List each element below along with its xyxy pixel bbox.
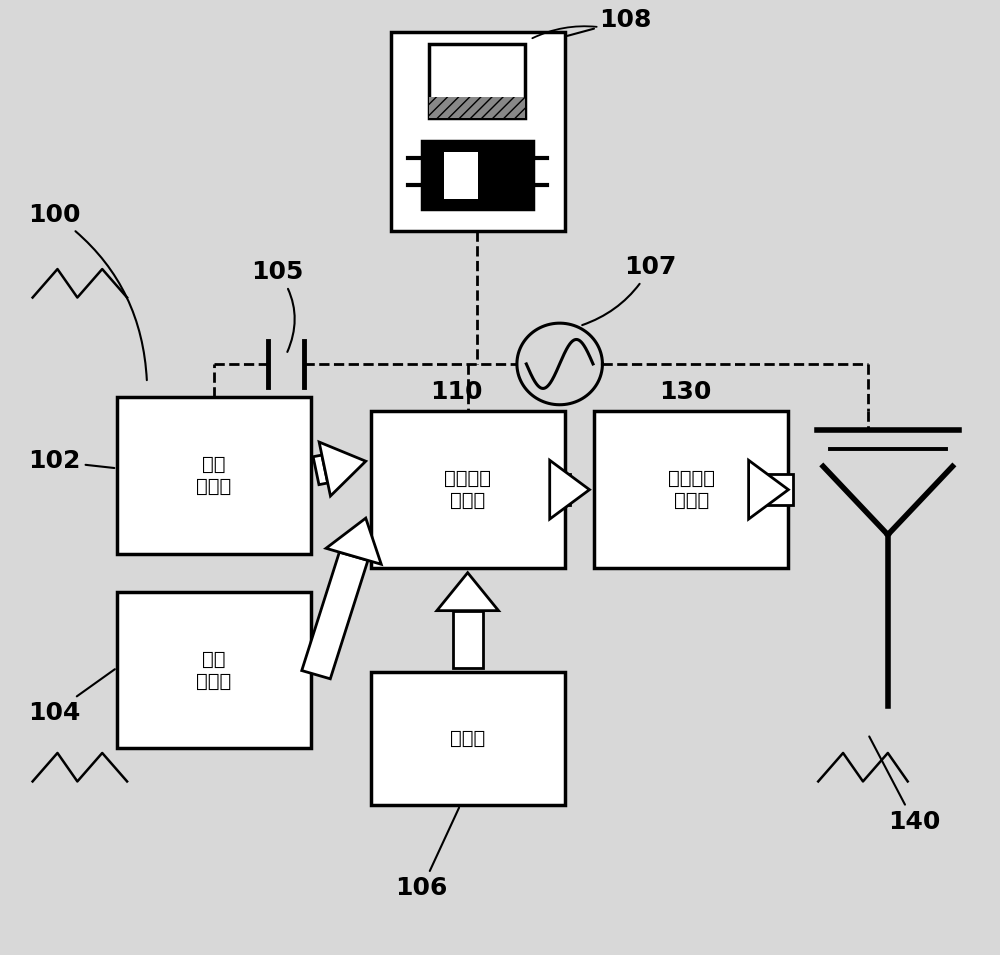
Polygon shape (550, 460, 590, 520)
Text: 140: 140 (869, 736, 940, 834)
Polygon shape (749, 475, 793, 505)
FancyBboxPatch shape (594, 412, 788, 568)
Polygon shape (326, 519, 381, 564)
Polygon shape (550, 475, 570, 505)
Text: 107: 107 (582, 255, 677, 325)
Polygon shape (437, 573, 499, 610)
FancyBboxPatch shape (117, 592, 311, 748)
Polygon shape (749, 460, 788, 520)
Text: 电子捕获
解离室: 电子捕获 解离室 (444, 469, 491, 510)
Bar (429, 96, 525, 117)
Bar (422, 141, 533, 209)
Text: 质子传递
反应室: 质子传递 反应室 (668, 469, 715, 510)
FancyBboxPatch shape (117, 397, 311, 554)
Text: 130: 130 (659, 380, 711, 404)
Bar (429, 44, 525, 117)
Text: 108: 108 (567, 8, 652, 36)
FancyBboxPatch shape (371, 672, 565, 805)
FancyBboxPatch shape (391, 32, 565, 231)
Polygon shape (313, 456, 328, 484)
Text: 100: 100 (28, 202, 147, 380)
Text: 带电
物种源: 带电 物种源 (196, 649, 232, 690)
Text: 104: 104 (28, 669, 115, 725)
Text: 电子源: 电子源 (450, 730, 485, 748)
FancyBboxPatch shape (371, 412, 565, 568)
Text: 样品
离子源: 样品 离子源 (196, 455, 232, 496)
Bar (444, 152, 478, 199)
Text: 110: 110 (430, 380, 483, 404)
Text: 105: 105 (251, 260, 304, 352)
Polygon shape (319, 442, 366, 496)
Polygon shape (453, 610, 483, 668)
Polygon shape (302, 552, 368, 679)
Text: 102: 102 (28, 449, 114, 474)
Text: 106: 106 (396, 808, 459, 901)
